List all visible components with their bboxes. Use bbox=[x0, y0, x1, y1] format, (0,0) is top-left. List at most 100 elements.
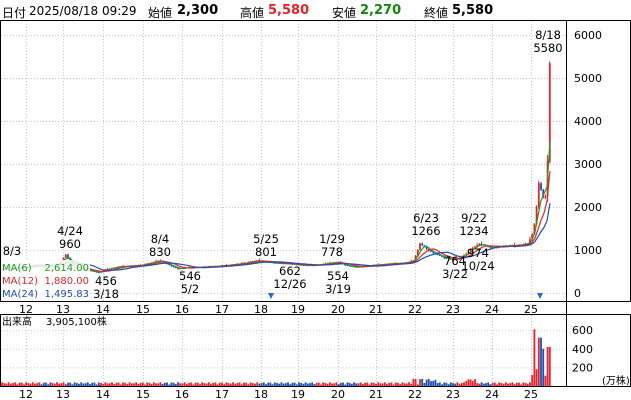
volume-bar bbox=[82, 383, 85, 386]
annotation-date: 3/18 bbox=[93, 287, 119, 301]
volume-bar bbox=[229, 383, 232, 386]
annotation-date: 4/24 bbox=[57, 224, 83, 238]
volume-bar bbox=[542, 348, 545, 386]
volume-bar bbox=[467, 379, 470, 386]
high-label: 高値 bbox=[240, 6, 265, 20]
volume-bar bbox=[465, 381, 468, 386]
volume-bar bbox=[342, 382, 344, 386]
volume-bars bbox=[1, 329, 551, 386]
volume-bar bbox=[95, 384, 98, 386]
candle-body bbox=[474, 246, 476, 248]
volume-bar bbox=[436, 382, 439, 386]
volume-bar bbox=[225, 382, 228, 386]
volume-bar bbox=[62, 382, 65, 386]
candle-body bbox=[463, 255, 465, 257]
volume-bar bbox=[256, 382, 259, 386]
volume-bar bbox=[383, 382, 386, 386]
volume-bar bbox=[71, 384, 74, 386]
volume-axis: 600 400 200 bbox=[572, 324, 593, 374]
x-tick-label: 19 bbox=[291, 303, 305, 316]
volume-bar bbox=[201, 382, 204, 386]
volume-bar bbox=[89, 384, 91, 386]
candle-body bbox=[469, 249, 472, 252]
volume-bar bbox=[410, 383, 413, 386]
candle-body bbox=[344, 264, 347, 266]
quote-header: 日付 2025/08/18 09:29 始値 2,300 高値 5,580 安値… bbox=[0, 0, 631, 22]
x-tick-label: 25 bbox=[524, 388, 538, 400]
volume-bar bbox=[227, 383, 230, 386]
volume-bar bbox=[403, 383, 406, 386]
volume-bar bbox=[16, 384, 19, 386]
candle-body bbox=[544, 196, 547, 198]
volume-bar bbox=[394, 382, 397, 386]
annotation-value: 974 bbox=[467, 246, 489, 260]
volume-bar bbox=[75, 382, 78, 386]
volume-bar bbox=[181, 383, 184, 386]
volume-bar bbox=[397, 382, 399, 386]
volume-bar bbox=[529, 382, 531, 386]
event-marker-icon bbox=[537, 293, 543, 299]
volume-bar bbox=[335, 382, 338, 386]
volume-bar bbox=[432, 380, 435, 386]
high-value: 5,580 bbox=[268, 3, 310, 18]
volume-bar bbox=[130, 383, 133, 386]
volume-bar bbox=[548, 346, 551, 386]
date-value: 2025/08/18 09:29 bbox=[29, 4, 137, 18]
ma12-value: 1,880.00 bbox=[44, 276, 89, 287]
x-tick-label: 24 bbox=[485, 388, 499, 400]
volume-bar bbox=[12, 383, 14, 386]
volume-bar bbox=[137, 383, 140, 386]
candle-body bbox=[414, 255, 417, 261]
volume-bar bbox=[45, 382, 47, 386]
volume-bar bbox=[511, 382, 514, 386]
candle-body bbox=[174, 267, 177, 268]
volume-bar bbox=[100, 382, 102, 386]
volume-bar bbox=[271, 384, 274, 386]
volume-bar bbox=[40, 384, 43, 386]
volume-bar bbox=[104, 382, 107, 386]
volume-bar bbox=[53, 383, 56, 386]
volume-bar bbox=[1, 382, 3, 386]
volume-bar bbox=[183, 382, 186, 386]
volume-bar bbox=[36, 383, 39, 386]
volume-bar bbox=[522, 382, 525, 386]
x-tick-label: 20 bbox=[331, 388, 345, 400]
volume-bar bbox=[364, 382, 366, 386]
x-tick-label: 18 bbox=[254, 303, 268, 316]
volume-bar bbox=[73, 382, 76, 386]
candle-body bbox=[177, 267, 179, 269]
volume-bar bbox=[458, 383, 461, 386]
ma6-label: MA(6) bbox=[2, 263, 32, 274]
volume-bar bbox=[405, 383, 408, 386]
candle-body bbox=[436, 253, 439, 255]
volume-bar bbox=[84, 383, 87, 386]
candle-body bbox=[170, 265, 173, 267]
x-tick-label: 17 bbox=[215, 303, 229, 316]
volume-bar bbox=[161, 383, 164, 386]
candle-body bbox=[487, 246, 490, 248]
volume-bar bbox=[128, 382, 131, 386]
volume-bar bbox=[51, 383, 54, 386]
volume-bar bbox=[282, 383, 285, 386]
volume-bar bbox=[452, 383, 454, 386]
annotation-value: 546 bbox=[179, 269, 201, 283]
volume-bar bbox=[449, 382, 452, 386]
candle-body bbox=[537, 183, 540, 207]
volume-bar bbox=[148, 382, 151, 386]
volume-bar bbox=[496, 384, 498, 386]
volume-bar bbox=[416, 384, 419, 386]
candle-body bbox=[93, 271, 96, 273]
volume-bar bbox=[295, 384, 298, 386]
volume-value: 3,905,100株 bbox=[46, 315, 107, 328]
price-annotations: 8/34/249604563/188/48305465/25/258016621… bbox=[3, 28, 563, 301]
candle-body bbox=[540, 183, 542, 190]
volume-bar bbox=[443, 382, 446, 386]
volume-bar bbox=[419, 379, 421, 386]
volume-bar bbox=[434, 379, 437, 386]
x-tick-label: 23 bbox=[446, 303, 460, 316]
annotation-value: 830 bbox=[149, 245, 171, 259]
x-tick-label: 21 bbox=[369, 388, 383, 400]
volume-bar bbox=[166, 382, 168, 386]
volume-bar bbox=[23, 384, 25, 386]
x-tick-label: 14 bbox=[96, 303, 110, 316]
